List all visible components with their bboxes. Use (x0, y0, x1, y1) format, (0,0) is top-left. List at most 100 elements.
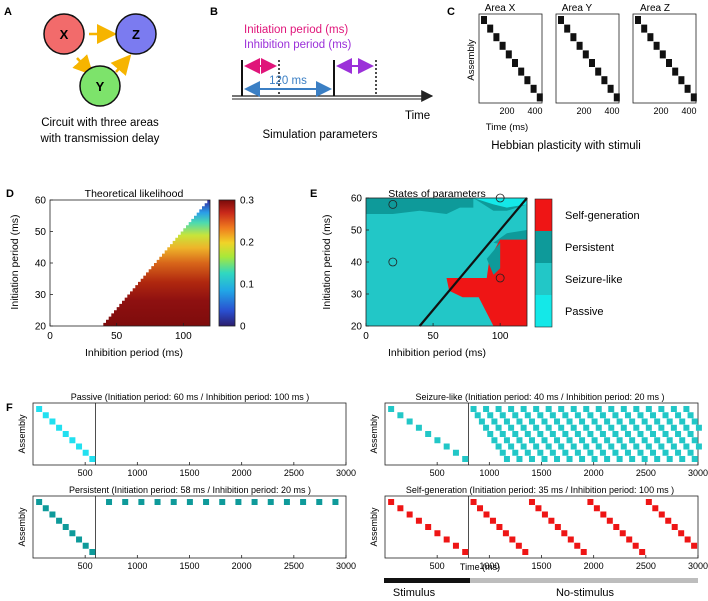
panel-e-legend-label: Seizure-like (565, 274, 622, 286)
panel-f-spike (516, 456, 523, 462)
panel-f-spike (491, 418, 498, 425)
panel-f-rasters: Time (ms) Stimulus No-stimulus Passive (… (17, 392, 708, 599)
panel-d-xlabel: Inhibition period (ms) (85, 347, 183, 359)
panel-f-spike (545, 406, 552, 412)
panel-c-cell (536, 93, 543, 102)
panel-f-xtick: 3000 (688, 561, 708, 571)
panel-f-spike (566, 418, 573, 425)
panel-f-spike (520, 443, 527, 450)
panel-f-spike (658, 406, 665, 412)
panel-f-spike (662, 449, 669, 456)
panel-f-spike (186, 499, 193, 505)
panel-f-spike (470, 499, 477, 505)
panel-f-spike (82, 449, 89, 456)
panel-e-marker (495, 273, 505, 283)
panel-f-spike (679, 437, 686, 444)
panel-f-spike (509, 536, 516, 543)
panel-e-xtick: 50 (428, 331, 440, 342)
panel-f-spike (69, 530, 76, 537)
panel-f-spike (483, 424, 490, 431)
panel-d-xtick: 0 (47, 331, 53, 342)
panel-f-spike (641, 456, 648, 462)
panel-f-spike (415, 424, 422, 431)
panel-f-spike (483, 406, 490, 412)
panel-f-spike (42, 412, 49, 419)
panel-f-spike (670, 443, 677, 450)
panel-e-ytick: 60 (351, 194, 363, 205)
panel-f-spike (632, 542, 639, 549)
panel-f-xtick: 500 (430, 561, 445, 571)
panel-e-ylabel: Initiation period (ms) (321, 214, 333, 309)
panel-f-spike (548, 517, 555, 524)
panel-f-spike (503, 418, 510, 425)
panel-c-cell (493, 33, 500, 42)
panel-f-spike (524, 412, 531, 419)
panel-c-cell (641, 24, 648, 33)
panel-f-spike (561, 530, 568, 537)
panel-letter-b: B (210, 6, 218, 18)
panel-e-legend-label: Passive (565, 306, 604, 318)
panel-f-spike (203, 499, 210, 505)
panel-f-spike (388, 499, 395, 505)
no-stimulus-label: No-stimulus (556, 587, 615, 599)
panel-f-spike (624, 412, 631, 419)
panel-f-title: Passive (Initiation period: 60 ms / Inhi… (71, 392, 310, 402)
panel-f-spike (570, 424, 577, 431)
panel-f-spike (671, 524, 678, 530)
panel-f-spike (516, 418, 523, 425)
panel-f-spike (406, 418, 413, 425)
panel-e-states: States of parameters Initiation period (… (321, 188, 640, 359)
panel-f-spike (483, 511, 490, 518)
panel-f-spike (76, 536, 83, 543)
panel-f-spike (502, 530, 509, 537)
panel-f-spike (583, 406, 590, 412)
panel-f-spike (267, 499, 274, 505)
panel-f-spike (36, 406, 43, 412)
panel-e-persistent-wedge (473, 198, 527, 250)
panel-f-spike (219, 499, 226, 505)
node-y-label: Y (96, 79, 105, 94)
panel-f-spike (512, 431, 519, 437)
panel-f-spike (89, 456, 96, 462)
panel-f-spike (684, 536, 691, 543)
panel-f-spike (535, 505, 542, 512)
panel-f-spike (541, 418, 548, 425)
panel-f-spike (508, 406, 515, 412)
panel-f-xtick: 1000 (127, 468, 147, 478)
panel-f-xlabel: Time (ms) (460, 562, 500, 572)
panel-f-spike (675, 449, 682, 456)
no-stimulus-bar (470, 578, 698, 583)
panel-f-spike (520, 406, 527, 412)
panel-e-marker (388, 199, 398, 209)
panel-letter-c: C (447, 6, 455, 18)
panel-c-cell (607, 84, 614, 93)
panel-f-spike (425, 524, 432, 530)
panel-f-spike (462, 456, 469, 462)
panel-f-spike (580, 549, 587, 555)
panel-f-spike (612, 449, 619, 456)
panel-c-cell (487, 24, 494, 33)
panel-f-spike (42, 505, 49, 512)
panel-f-spike (637, 431, 644, 437)
panel-f-spike (562, 431, 569, 437)
panel-f-spike (604, 437, 611, 444)
panel-e-persistent-patch (486, 242, 501, 275)
panel-c-cell (601, 76, 608, 85)
panel-f-spike (528, 437, 535, 444)
panel-f-spike (595, 443, 602, 450)
panel-f-spike (533, 443, 540, 450)
panel-c-cell (684, 84, 691, 93)
panel-c-cell (672, 67, 679, 76)
panel-c-ylabel: Assembly (466, 39, 477, 80)
panel-f-spike (665, 517, 672, 524)
panel-e-boundary-line (418, 197, 528, 327)
panel-f-spike (624, 449, 631, 456)
panel-f-spike (641, 418, 648, 425)
panel-f-spike (477, 505, 484, 512)
panel-f-spike (624, 431, 631, 437)
panel-f-spike (579, 456, 586, 462)
panel-letter-e: E (310, 188, 317, 200)
panel-f-spike (520, 424, 527, 431)
panel-f-ylabel: Assembly (17, 507, 27, 547)
panel-f-spike (397, 412, 404, 419)
